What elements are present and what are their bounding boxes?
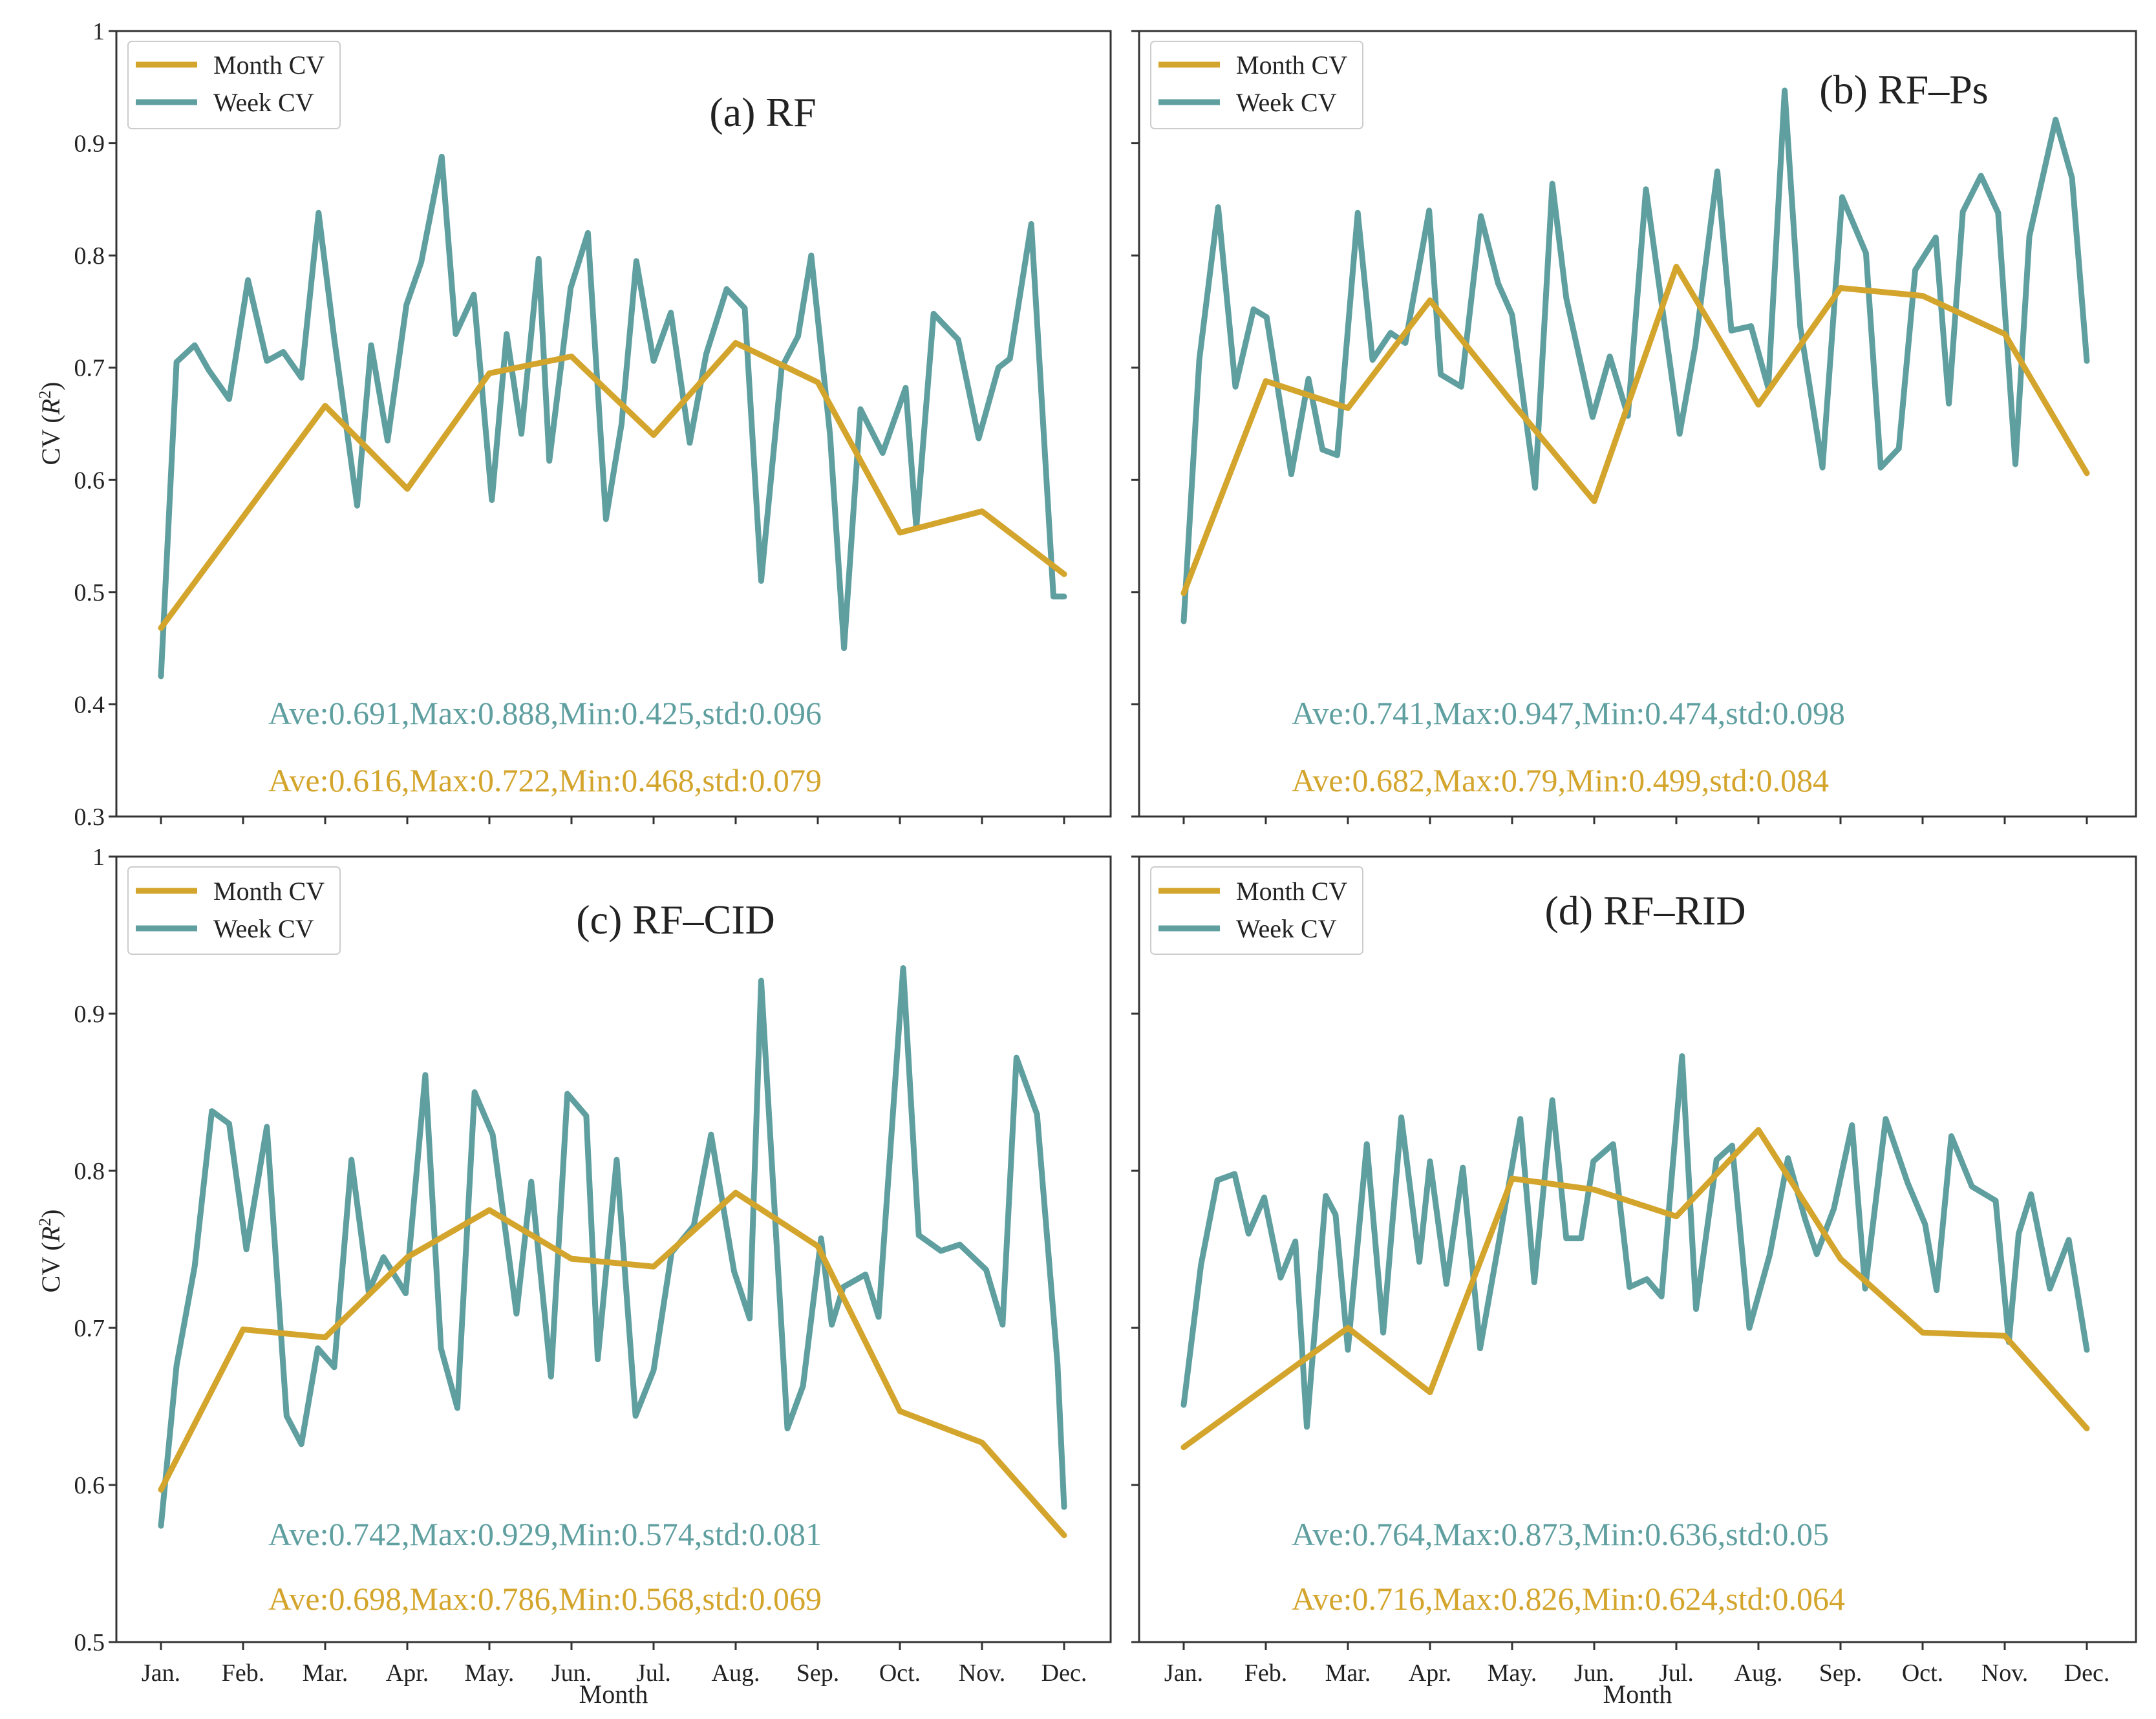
- panel-c-frame: [115, 855, 1112, 1643]
- panel-a-legend: Month CV Week CV: [127, 41, 341, 129]
- panel-b-week-cv-line: [1180, 87, 2090, 625]
- ylabel-top-prefix: CV (: [36, 414, 65, 465]
- panel-d-stats-week: Ave:0.764,Max:0.873,Min:0.636,std:0.05: [1292, 1516, 1829, 1552]
- xlabel-right: Month: [1603, 1680, 1672, 1709]
- ylabel-top-suffix: ): [36, 382, 65, 390]
- panel-c-ticks: 0.5 0.6 0.7 0.8 0.9 1 Jan. Feb. Mar. Apr. May. Jun.…: [74, 844, 1087, 1687]
- panel-a-title: (a) RF: [709, 89, 816, 135]
- panel-d-xtick-label: Sep.: [1819, 1660, 1862, 1687]
- panel-b-stats-week: Ave:0.741,Max:0.947,Min:0.474,std:0.098: [1292, 695, 1845, 731]
- panel-a-ytick-label: 1: [92, 18, 105, 45]
- panel-c-xtick-label: Jan.: [142, 1660, 180, 1687]
- panel-b-stats-month: Ave:0.682,Max:0.79,Min:0.499,std:0.084: [1292, 762, 1829, 798]
- panel-b-ticks: [1131, 30, 2088, 824]
- ylabel-top-var: R: [36, 399, 65, 415]
- ylabel-bottom-suffix: ): [36, 1210, 65, 1218]
- panel-b-legend-month-label: Month CV: [1236, 50, 1347, 80]
- panel-c-xtick-label: Feb.: [222, 1660, 265, 1687]
- panel-c-ytick-label: 0.9: [74, 1001, 105, 1028]
- panel-a-stats-week: Ave:0.691,Max:0.888,Min:0.425,std:0.096: [268, 695, 822, 731]
- panel-c-week-cv-line: [158, 965, 1067, 1529]
- panel-c-ytick-label: 0.5: [74, 1629, 105, 1656]
- panel-a: (a) RF 0.3 0.4 0.5 0.6 0.7 0.8 0.9 1 Month CV W…: [74, 18, 1112, 831]
- panel-d-lines: [1180, 1053, 2090, 1451]
- panel-c-xtick-label: Sep.: [796, 1660, 840, 1687]
- panel-b-month-cv-line: [1180, 264, 2090, 597]
- panel-d-legend: Month CV Week CV: [1150, 866, 1363, 955]
- panel-a-stats-month: Ave:0.616,Max:0.722,Min:0.468,std:0.079: [268, 762, 822, 798]
- panel-c-stats-week: Ave:0.742,Max:0.929,Min:0.574,std:0.081: [268, 1516, 822, 1552]
- panel-d-xtick-label: Jun.: [1574, 1660, 1614, 1687]
- panel-a-month-cv-line: [158, 340, 1067, 631]
- panel-b: (b) RF–Ps Month CV Week CV Ave:0.741,Max…: [1131, 30, 2137, 824]
- panel-c-xtick-label: Jul.: [636, 1660, 671, 1687]
- panel-a-ytick-label: 0.5: [74, 579, 105, 606]
- panel-d-xtick-label: Oct.: [1902, 1660, 1943, 1687]
- ylabel-bottom-sup: 2: [36, 1218, 54, 1226]
- panel-d-month-cv-line: [1180, 1127, 2090, 1451]
- panel-d-xtick-label: Jul.: [1659, 1660, 1694, 1687]
- panel-c-ytick-label: 0.8: [74, 1158, 105, 1185]
- xlabel-left: Month: [579, 1680, 648, 1709]
- panel-a-ytick-label: 0.4: [74, 691, 105, 718]
- panel-a-lines: [158, 153, 1067, 679]
- panel-d-xtick-label: Mar.: [1325, 1660, 1371, 1687]
- ylabel-top-sup: 2: [36, 390, 54, 399]
- panel-d-legend-month-label: Month CV: [1236, 877, 1347, 906]
- panel-d-title: (d) RF–RID: [1544, 888, 1745, 934]
- panel-a-ytick-label: 0.9: [74, 131, 105, 158]
- panel-a-frame: [115, 30, 1112, 818]
- panel-c-xtick-label: Nov.: [959, 1660, 1005, 1687]
- panel-d-ticks: Jan. Feb. Mar. Apr. May. Jun. Jul. Aug. Sep. Oct.…: [1131, 855, 2110, 1687]
- panel-c-legend-month-label: Month CV: [213, 877, 325, 906]
- ylabel-bottom-prefix: CV (: [36, 1242, 65, 1292]
- panel-b-legend: Month CV Week CV: [1150, 41, 1363, 129]
- panel-c-xtick-label: Dec.: [1041, 1660, 1087, 1687]
- panel-c-xtick-label: Aug.: [712, 1660, 760, 1687]
- panel-c-xtick-label: May.: [465, 1660, 515, 1687]
- panel-c-xtick-label: Apr.: [386, 1660, 429, 1687]
- panel-a-week-cv-line: [158, 153, 1067, 679]
- panel-a-legend-week-label: Week CV: [213, 88, 314, 117]
- panel-c: (c) RF–CID 0.5 0.6 0.7 0.8 0.9 1 Jan. Feb. Mar. A…: [74, 844, 1112, 1687]
- ylabel-bottom: CV (R2): [36, 1210, 65, 1293]
- panel-c-month-cv-line: [158, 1190, 1067, 1539]
- panel-d-frame: [1138, 855, 2137, 1643]
- panel-d-xtick-label: Feb.: [1244, 1660, 1288, 1687]
- panel-b-legend-week-label: Week CV: [1236, 88, 1337, 117]
- panel-d: (d) RF–RID Jan. Feb. Mar. Apr. May. Jun. Jul. A…: [1131, 855, 2137, 1687]
- panel-c-stats-month: Ave:0.698,Max:0.786,Min:0.568,std:0.069: [268, 1581, 822, 1617]
- panel-d-xtick-label: Nov.: [1981, 1660, 2028, 1687]
- panel-d-xtick-label: Jan.: [1164, 1660, 1203, 1687]
- ylabel-top: CV (R2): [36, 382, 65, 465]
- panel-c-title: (c) RF–CID: [576, 897, 775, 943]
- panel-a-ytick-label: 0.6: [74, 467, 105, 494]
- panel-d-xtick-label: Apr.: [1409, 1660, 1452, 1687]
- panel-b-title: (b) RF–Ps: [1819, 67, 1988, 112]
- panel-c-xtick-label: Mar.: [303, 1660, 348, 1687]
- panel-b-frame: [1138, 30, 2137, 818]
- panel-a-legend-month-label: Month CV: [213, 50, 325, 80]
- panel-c-ytick-label: 0.7: [74, 1315, 105, 1342]
- panel-c-xtick-label: Jun.: [551, 1660, 592, 1687]
- panel-b-lines: [1180, 87, 2090, 625]
- panel-a-ytick-label: 0.3: [74, 804, 105, 831]
- panel-c-ytick-label: 0.6: [74, 1472, 105, 1499]
- panel-c-xtick-label: Oct.: [879, 1660, 921, 1687]
- panel-c-ytick-label: 1: [92, 844, 105, 871]
- panel-d-week-cv-line: [1180, 1053, 2090, 1430]
- panel-d-xtick-label: Aug.: [1734, 1660, 1783, 1687]
- panel-d-xtick-label: May.: [1488, 1660, 1537, 1687]
- panel-a-ticks: 0.3 0.4 0.5 0.6 0.7 0.8 0.9 1: [74, 18, 1065, 831]
- panel-c-lines: [158, 965, 1067, 1539]
- panel-d-stats-month: Ave:0.716,Max:0.826,Min:0.624,std:0.064: [1292, 1581, 1845, 1617]
- ylabel-bottom-var: R: [36, 1226, 65, 1243]
- panel-a-ytick-label: 0.8: [74, 242, 105, 270]
- panel-d-xtick-label: Dec.: [2064, 1660, 2110, 1687]
- panel-d-legend-week-label: Week CV: [1236, 914, 1337, 943]
- panel-c-legend: Month CV Week CV: [127, 866, 341, 955]
- panel-c-legend-week-label: Week CV: [213, 914, 314, 943]
- panel-a-ytick-label: 0.7: [74, 355, 105, 382]
